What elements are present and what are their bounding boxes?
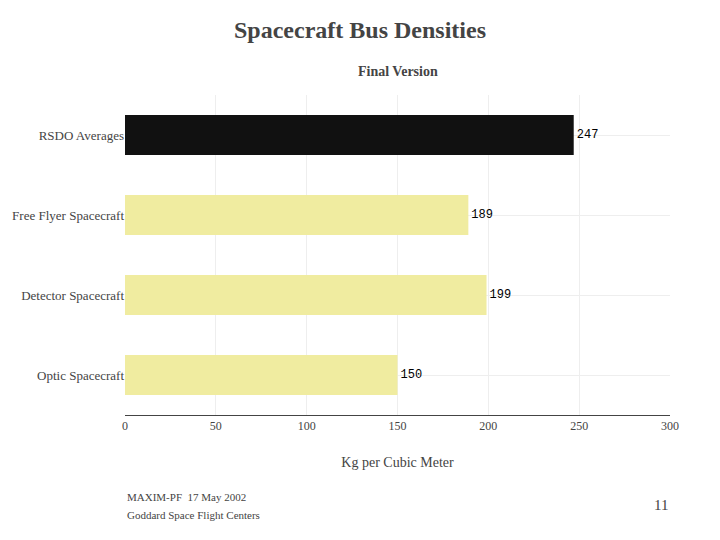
svg-text:MAXIM-PF 17 May 2002: MAXIM-PF 17 May 2002 xyxy=(127,491,246,503)
svg-text:Final Version: Final Version xyxy=(358,64,438,79)
svg-text:50: 50 xyxy=(210,419,222,433)
svg-text:0: 0 xyxy=(122,419,128,433)
svg-text:200: 200 xyxy=(479,419,497,433)
svg-text:Detector Spacecraft: Detector Spacecraft xyxy=(21,288,124,303)
svg-text:Optic Spacecraft: Optic Spacecraft xyxy=(37,368,124,383)
svg-text:189: 189 xyxy=(471,208,493,222)
svg-text:Goddard Space Flight Centers: Goddard Space Flight Centers xyxy=(127,509,260,521)
svg-text:100: 100 xyxy=(298,419,316,433)
svg-text:Free Flyer Spacecraft: Free Flyer Spacecraft xyxy=(12,208,124,223)
svg-text:150: 150 xyxy=(389,419,407,433)
svg-text:247: 247 xyxy=(577,128,599,142)
svg-text:Kg per Cubic Meter: Kg per Cubic Meter xyxy=(341,455,454,470)
svg-text:199: 199 xyxy=(490,288,512,302)
svg-text:150: 150 xyxy=(401,368,423,382)
svg-text:300: 300 xyxy=(661,419,679,433)
svg-text:Spacecraft Bus Densities: Spacecraft Bus Densities xyxy=(234,17,486,43)
svg-text:RSDO Averages: RSDO Averages xyxy=(39,128,124,143)
svg-text:11: 11 xyxy=(654,497,668,513)
svg-text:250: 250 xyxy=(570,419,588,433)
